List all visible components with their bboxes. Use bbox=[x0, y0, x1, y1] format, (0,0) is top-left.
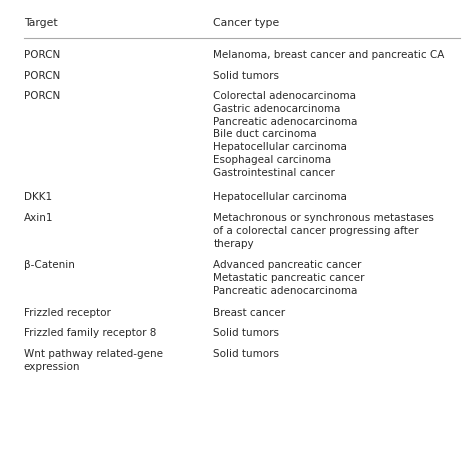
Text: Solid tumors: Solid tumors bbox=[213, 349, 279, 359]
Text: Target: Target bbox=[24, 18, 57, 28]
Text: Solid tumors: Solid tumors bbox=[213, 328, 279, 338]
Text: Solid tumors: Solid tumors bbox=[213, 71, 279, 81]
Text: PORCN: PORCN bbox=[24, 50, 60, 60]
Text: Axin1: Axin1 bbox=[24, 213, 53, 223]
Text: Wnt pathway related-gene
expression: Wnt pathway related-gene expression bbox=[24, 349, 163, 372]
Text: Melanoma, breast cancer and pancreatic CA: Melanoma, breast cancer and pancreatic C… bbox=[213, 50, 445, 60]
Text: β-Catenin: β-Catenin bbox=[24, 261, 74, 271]
Text: Colorectal adenocarcinoma
Gastric adenocarcinoma
Pancreatic adenocarcinoma
Bile : Colorectal adenocarcinoma Gastric adenoc… bbox=[213, 91, 358, 178]
Text: Frizzled family receptor 8: Frizzled family receptor 8 bbox=[24, 328, 156, 338]
Text: PORCN: PORCN bbox=[24, 71, 60, 81]
Text: Cancer type: Cancer type bbox=[213, 18, 280, 28]
Text: Breast cancer: Breast cancer bbox=[213, 308, 285, 318]
Text: PORCN: PORCN bbox=[24, 91, 60, 101]
Text: Advanced pancreatic cancer
Metastatic pancreatic cancer
Pancreatic adenocarcinom: Advanced pancreatic cancer Metastatic pa… bbox=[213, 261, 365, 296]
Text: Metachronous or synchronous metastases
of a colorectal cancer progressing after
: Metachronous or synchronous metastases o… bbox=[213, 213, 434, 248]
Text: Frizzled receptor: Frizzled receptor bbox=[24, 308, 110, 318]
Text: DKK1: DKK1 bbox=[24, 192, 52, 202]
Text: Hepatocellular carcinoma: Hepatocellular carcinoma bbox=[213, 192, 347, 202]
